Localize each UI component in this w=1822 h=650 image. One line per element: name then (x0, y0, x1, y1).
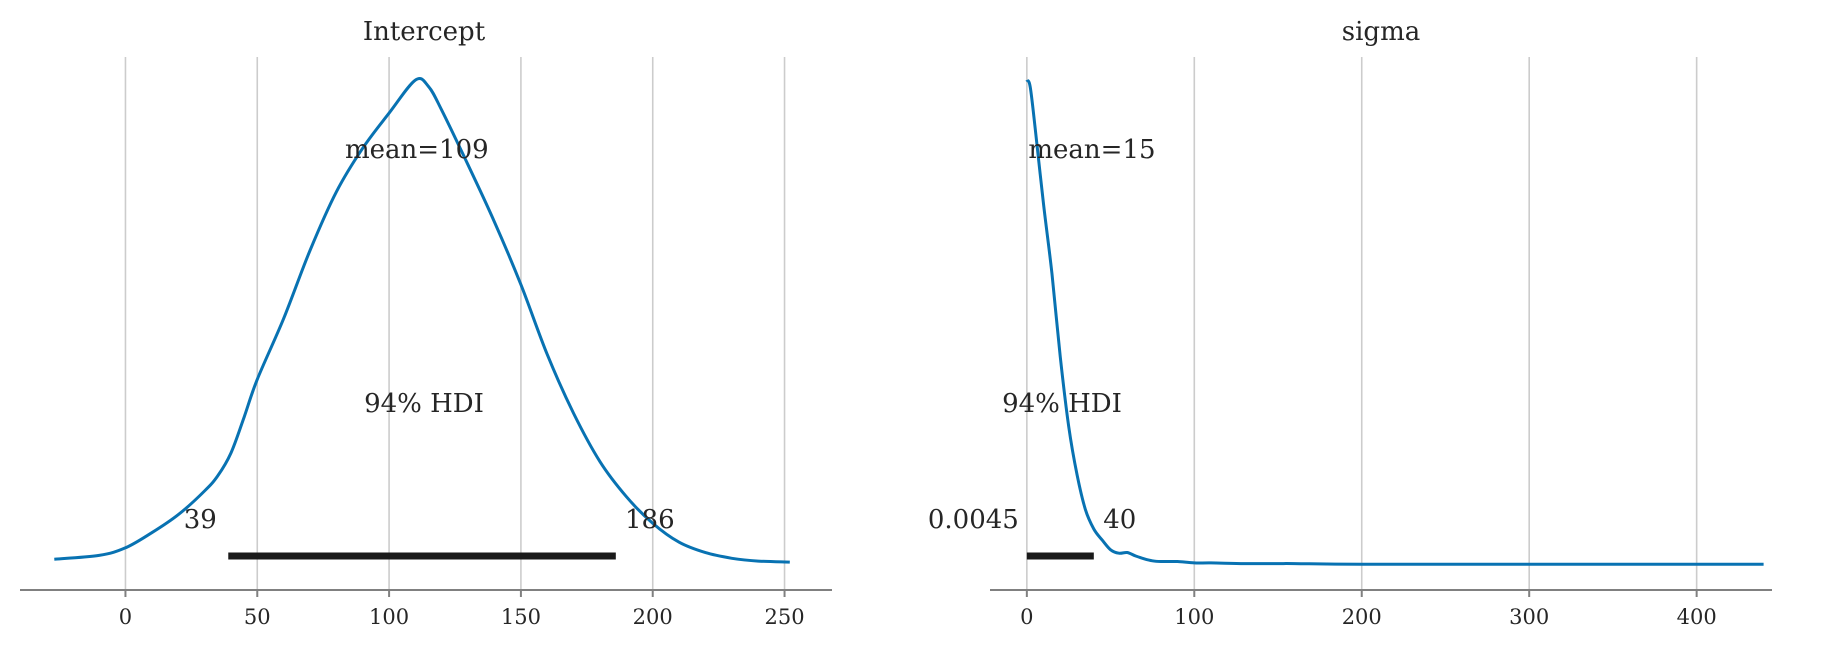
x-tick-label: 0 (1020, 605, 1033, 629)
x-tick-label: 400 (1677, 605, 1717, 629)
density-curve-intercept (54, 76, 790, 564)
mean-label-intercept: mean=109 (345, 135, 489, 165)
panel-sigma: 0 100 200 300 400 sigma mean=15 94% HDI 0.00… (928, 17, 1772, 629)
x-tick-label: 50 (244, 605, 271, 629)
x-tick-label: 100 (1174, 605, 1214, 629)
chart-title-sigma: sigma (1342, 17, 1420, 47)
hdi-low-label-sigma: 0.0045 (928, 505, 1019, 535)
x-tick-label: 300 (1509, 605, 1549, 629)
x-tick-label: 100 (369, 605, 409, 629)
gridlines (1026, 57, 1698, 590)
mean-label-sigma: mean=15 (1028, 135, 1155, 165)
gridlines (124, 57, 786, 590)
hdi-high-label-intercept: 186 (625, 505, 675, 535)
chart-title-intercept: Intercept (363, 17, 486, 47)
x-tick-label: 0 (119, 605, 132, 629)
hdi-label-sigma: 94% HDI (1002, 389, 1122, 419)
hdi-label-intercept: 94% HDI (364, 389, 484, 419)
x-tick-label: 200 (1342, 605, 1382, 629)
hdi-low-label-intercept: 39 (184, 505, 217, 535)
hdi-high-label-sigma: 40 (1103, 505, 1136, 535)
x-tick-label: 200 (633, 605, 673, 629)
density-curve-sigma (1025, 78, 1764, 566)
x-ticks: 0 100 200 300 400 (1020, 590, 1717, 629)
x-ticks: 0 50 100 150 200 250 (119, 590, 805, 629)
x-tick-label: 150 (501, 605, 541, 629)
x-tick-label: 250 (764, 605, 804, 629)
panel-intercept: 0 50 100 150 200 250 Intercept mean=109 94% H… (20, 17, 832, 629)
